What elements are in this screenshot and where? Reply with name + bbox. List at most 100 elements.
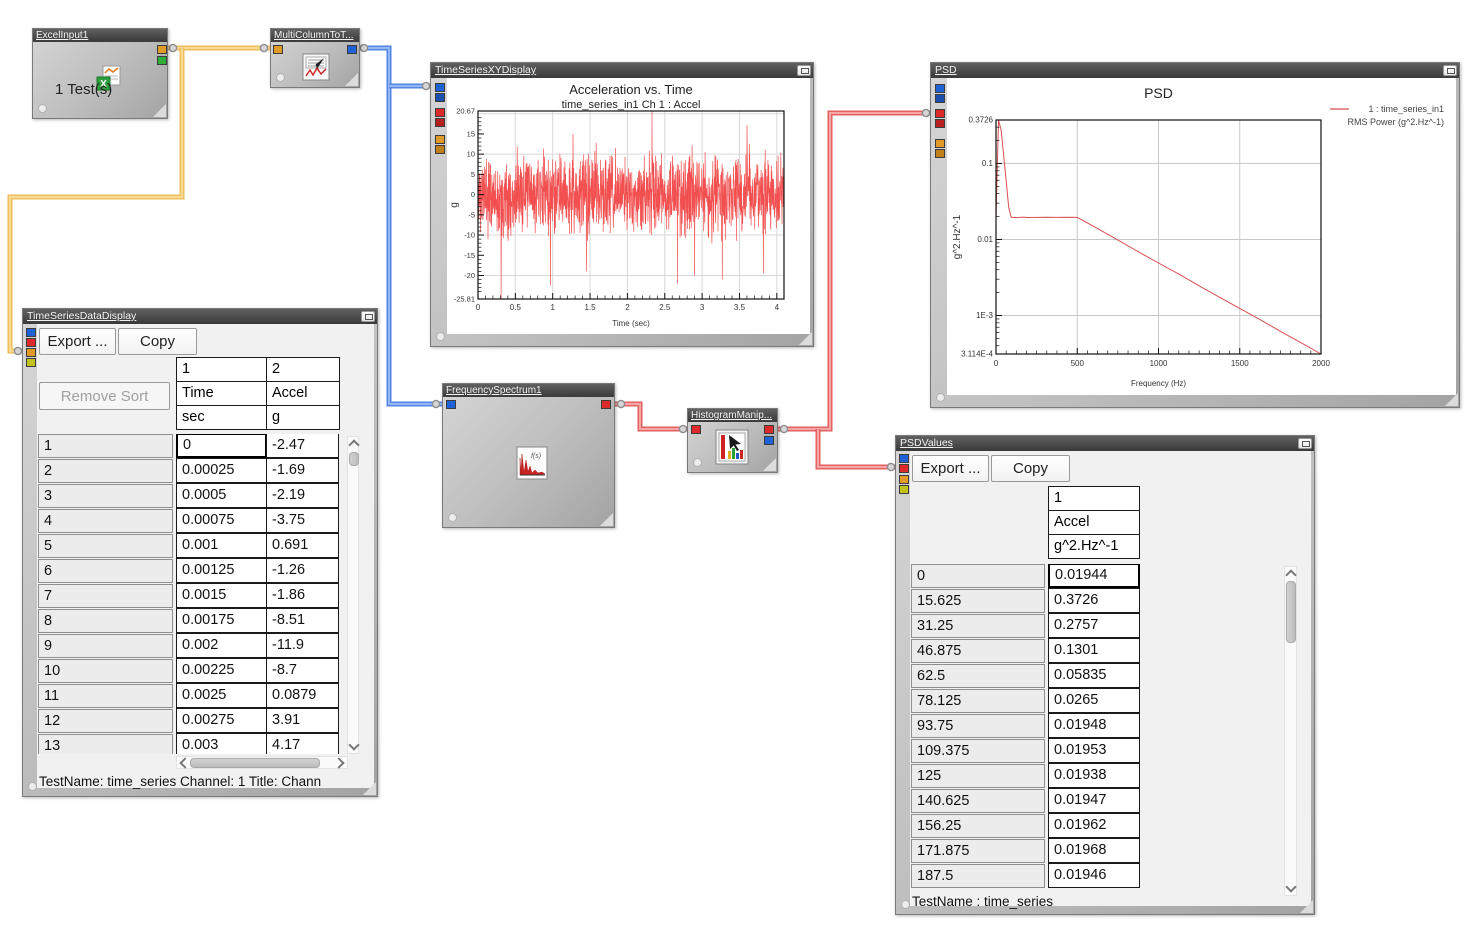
data-cell[interactable]: -1.26 <box>266 558 339 583</box>
copy-button[interactable]: Copy <box>991 455 1070 482</box>
node-titlebar[interactable]: HistogramManip... <box>688 409 777 422</box>
data-cell[interactable]: 0.0879 <box>266 683 339 708</box>
data-cell[interactable]: 0.01946 <box>1048 863 1140 888</box>
resize-grip[interactable] <box>363 782 376 795</box>
data-cell[interactable]: 0.0025 <box>176 683 267 708</box>
scroll-up-icon[interactable] <box>348 439 360 451</box>
scroll-right-icon[interactable] <box>333 757 345 769</box>
export-button[interactable]: Export ... <box>912 455 989 482</box>
data-cell[interactable]: 0.3726 <box>1048 588 1140 613</box>
data-cell[interactable]: 4.17 <box>266 733 339 754</box>
data-cell[interactable]: -2.47 <box>266 434 339 458</box>
scrollbar-thumb[interactable] <box>1286 581 1296 643</box>
input-port-blue-1[interactable] <box>435 83 445 92</box>
node-multi-column[interactable]: MultiColumnToT... <box>270 28 360 88</box>
row-header-cell[interactable]: 8 <box>38 609 173 633</box>
data-cell[interactable]: 0.00075 <box>176 508 267 533</box>
row-header-cell[interactable]: 125 <box>911 764 1045 788</box>
column-number[interactable]: 2 <box>266 357 340 382</box>
row-header-cell[interactable]: 11 <box>38 684 173 708</box>
input-port-red[interactable] <box>899 464 909 473</box>
window-titlebar[interactable]: TimeSeriesXYDisplay <box>431 63 813 78</box>
row-header-cell[interactable]: 1 <box>38 434 173 458</box>
resize-grip[interactable] <box>153 104 166 117</box>
row-header-cell[interactable]: 109.375 <box>911 739 1045 763</box>
data-cell[interactable]: 0.2757 <box>1048 613 1140 638</box>
window-titlebar[interactable]: TimeSeriesDataDisplay <box>23 309 377 324</box>
data-cell[interactable]: 0.0015 <box>176 583 267 608</box>
data-cell[interactable]: 0.001 <box>176 533 267 558</box>
node-excel-input[interactable]: ExcelInput1 X 1 Test(s) <box>32 28 168 119</box>
output-port-blue[interactable] <box>347 45 357 54</box>
data-cell[interactable]: 0.1301 <box>1048 638 1140 663</box>
row-header-cell[interactable]: 10 <box>38 659 173 683</box>
row-header-cell[interactable]: 31.25 <box>911 614 1045 638</box>
data-cell[interactable]: 0.01938 <box>1048 763 1140 788</box>
input-port-orange-1[interactable] <box>935 139 945 148</box>
data-cell[interactable]: 0.01962 <box>1048 813 1140 838</box>
data-cell[interactable]: 0.01947 <box>1048 788 1140 813</box>
column-number[interactable]: 1 <box>176 357 267 382</box>
row-header-cell[interactable]: 187.5 <box>911 864 1045 888</box>
row-header-cell[interactable]: 12 <box>38 709 173 733</box>
row-header-cell[interactable]: 5 <box>38 534 173 558</box>
output-port-red[interactable] <box>601 400 611 409</box>
input-port-red-1[interactable] <box>435 108 445 117</box>
column-name[interactable]: Time <box>176 381 267 406</box>
input-port-orange[interactable] <box>26 348 36 357</box>
column-number[interactable]: 1 <box>1048 486 1140 511</box>
input-port-yellow[interactable] <box>899 485 909 494</box>
horizontal-scrollbar[interactable] <box>176 756 348 769</box>
row-header-cell[interactable]: 3 <box>38 484 173 508</box>
input-port-orange-2[interactable] <box>935 149 945 158</box>
column-unit[interactable]: sec <box>176 405 267 430</box>
data-cell[interactable]: 3.91 <box>266 708 339 733</box>
input-port-red-2[interactable] <box>435 118 445 127</box>
input-port-blue[interactable] <box>899 454 909 463</box>
data-cell[interactable]: 0.0265 <box>1048 688 1140 713</box>
data-cell[interactable]: -8.7 <box>266 658 339 683</box>
data-cell[interactable]: 0.01944 <box>1048 564 1140 588</box>
column-name[interactable]: Accel <box>1048 510 1140 535</box>
data-cell[interactable]: 0.0005 <box>176 483 267 508</box>
window-psd-values[interactable]: PSDValues Export ... Copy 1 Accel g^2.Hz… <box>895 435 1315 915</box>
output-port-green[interactable] <box>157 56 167 65</box>
data-cell[interactable]: 0.00175 <box>176 608 267 633</box>
column-unit[interactable]: g^2.Hz^-1 <box>1048 534 1140 559</box>
input-port-orange-2[interactable] <box>435 145 445 154</box>
copy-button[interactable]: Copy <box>118 328 197 355</box>
input-port-yellow[interactable] <box>26 358 36 367</box>
scroll-down-icon[interactable] <box>1285 881 1297 893</box>
input-port-orange[interactable] <box>273 45 283 54</box>
input-port-red[interactable] <box>26 338 36 347</box>
output-port-orange[interactable] <box>157 45 167 54</box>
row-header-cell[interactable]: 140.625 <box>911 789 1045 813</box>
input-port-blue[interactable] <box>26 328 36 337</box>
maximize-button[interactable] <box>1298 438 1312 449</box>
input-port-blue[interactable] <box>446 400 456 409</box>
row-header-cell[interactable]: 93.75 <box>911 714 1045 738</box>
input-port-red-2[interactable] <box>935 119 945 128</box>
input-port-blue-1[interactable] <box>935 84 945 93</box>
row-header-cell[interactable]: 0 <box>911 564 1045 588</box>
vertical-scrollbar[interactable] <box>1284 566 1297 896</box>
row-header-cell[interactable]: 9 <box>38 634 173 658</box>
window-timeseries-xy-display[interactable]: TimeSeriesXYDisplay 20.67 15 10 5 0 -5 -10 -15-… <box>430 62 814 347</box>
data-cell[interactable]: -11.9 <box>266 633 339 658</box>
resize-grip[interactable] <box>1445 393 1458 406</box>
node-titlebar[interactable]: MultiColumnToT... <box>271 29 359 42</box>
data-cell[interactable]: 0 <box>176 434 267 458</box>
input-port-orange[interactable] <box>899 475 909 484</box>
data-cell[interactable]: 0.691 <box>266 533 339 558</box>
export-button[interactable]: Export ... <box>39 328 116 355</box>
row-header-cell[interactable]: 62.5 <box>911 664 1045 688</box>
node-histogram-manip[interactable]: HistogramManip... <box>687 408 778 473</box>
resize-grip[interactable] <box>600 513 613 526</box>
scroll-up-icon[interactable] <box>1285 569 1297 581</box>
column-unit[interactable]: g <box>266 405 340 430</box>
data-cell[interactable]: 0.01968 <box>1048 838 1140 863</box>
vertical-scrollbar[interactable] <box>347 436 360 754</box>
input-port-blue-2[interactable] <box>435 93 445 102</box>
remove-sort-button[interactable]: Remove Sort <box>39 382 170 410</box>
row-header-cell[interactable]: 7 <box>38 584 173 608</box>
